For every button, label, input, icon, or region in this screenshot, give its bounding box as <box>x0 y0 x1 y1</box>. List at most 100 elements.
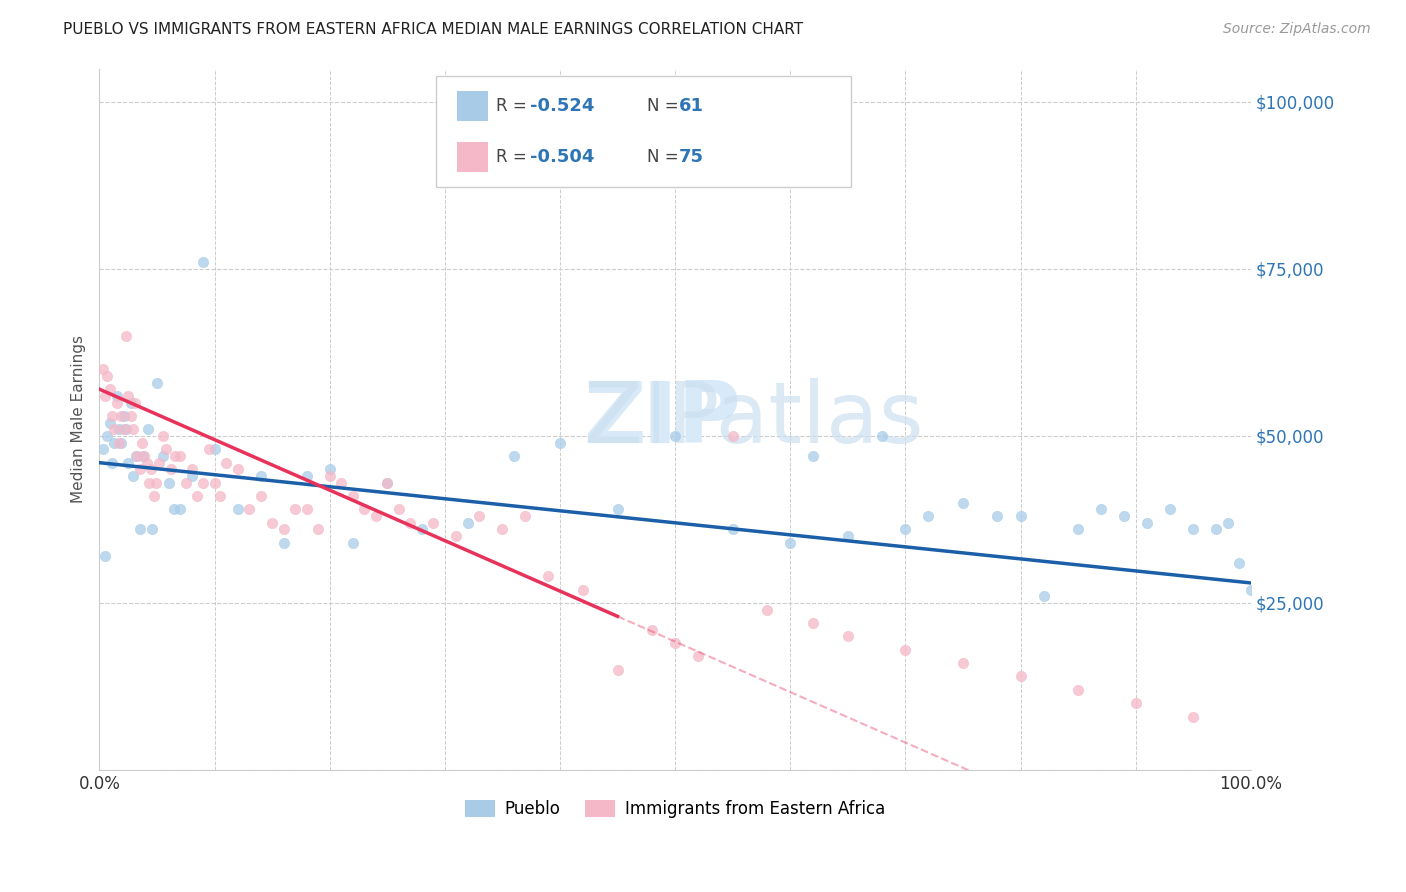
Point <box>117 456 139 470</box>
Point <box>801 449 824 463</box>
Point <box>353 502 375 516</box>
Point <box>1067 682 1090 697</box>
Point <box>110 435 132 450</box>
Point <box>342 489 364 503</box>
Point <box>375 475 398 490</box>
Point <box>1136 516 1159 530</box>
Point <box>112 409 135 423</box>
Point <box>169 449 191 463</box>
Point <box>204 442 226 457</box>
Point <box>664 636 686 650</box>
Point <box>138 475 160 490</box>
Point <box>155 442 177 457</box>
Text: PUEBLO VS IMMIGRANTS FROM EASTERN AFRICA MEDIAN MALE EARNINGS CORRELATION CHART: PUEBLO VS IMMIGRANTS FROM EASTERN AFRICA… <box>63 22 803 37</box>
Point <box>721 523 744 537</box>
Point <box>721 429 744 443</box>
Point <box>1067 523 1090 537</box>
Point <box>131 435 153 450</box>
Point <box>1010 509 1032 524</box>
Point <box>169 502 191 516</box>
Point <box>1205 523 1227 537</box>
Point <box>262 516 284 530</box>
Point <box>837 529 859 543</box>
Point <box>103 422 125 436</box>
Point <box>1125 696 1147 710</box>
Point <box>318 462 340 476</box>
Point <box>134 449 156 463</box>
Point <box>142 489 165 503</box>
Point <box>145 475 167 490</box>
Point <box>91 442 114 457</box>
Point <box>318 469 340 483</box>
Point <box>1227 556 1250 570</box>
Point <box>115 328 138 343</box>
Point <box>238 502 260 516</box>
Point <box>664 429 686 443</box>
Point <box>141 462 163 476</box>
Point <box>121 422 143 436</box>
Point <box>120 395 142 409</box>
Text: R =: R = <box>496 97 533 115</box>
Point <box>121 469 143 483</box>
Point <box>1216 516 1239 530</box>
Text: R =: R = <box>496 148 533 166</box>
Point <box>165 449 187 463</box>
Point <box>157 475 180 490</box>
Point <box>375 475 398 490</box>
Point <box>98 416 121 430</box>
Point <box>96 368 118 383</box>
Point <box>399 516 422 530</box>
Point <box>135 456 157 470</box>
Point <box>128 462 150 476</box>
Point <box>125 449 148 463</box>
Point <box>894 523 917 537</box>
Point <box>688 649 710 664</box>
Point <box>180 469 202 483</box>
Point <box>1182 523 1205 537</box>
Point <box>411 523 433 537</box>
Point <box>127 449 149 463</box>
Text: ZIP: ZIP <box>583 377 741 461</box>
Point <box>108 435 131 450</box>
Point <box>606 663 628 677</box>
Point <box>163 502 186 516</box>
Point <box>141 523 163 537</box>
Point <box>115 422 138 436</box>
Text: N =: N = <box>647 97 683 115</box>
Point <box>548 435 571 450</box>
Point <box>330 475 353 490</box>
Point <box>388 502 411 516</box>
Point <box>422 516 444 530</box>
Point <box>364 509 387 524</box>
Text: -0.504: -0.504 <box>530 148 595 166</box>
Point <box>952 496 974 510</box>
Point <box>457 516 479 530</box>
Point <box>1114 509 1136 524</box>
Point <box>174 475 197 490</box>
Point <box>146 376 169 390</box>
Point <box>295 502 318 516</box>
Point <box>110 409 132 423</box>
Text: ZIPatlas: ZIPatlas <box>583 377 924 461</box>
Point <box>1010 669 1032 683</box>
Point <box>1182 709 1205 723</box>
Point <box>491 523 513 537</box>
Point <box>215 456 238 470</box>
Point <box>295 469 318 483</box>
Point <box>952 656 974 670</box>
Point <box>152 429 174 443</box>
Point <box>1090 502 1112 516</box>
Point <box>191 475 214 490</box>
Point <box>872 429 894 443</box>
Point <box>986 509 1008 524</box>
Point <box>148 456 170 470</box>
Point <box>204 475 226 490</box>
Point <box>572 582 595 597</box>
Point <box>186 489 208 503</box>
Point <box>515 509 537 524</box>
Point <box>226 462 249 476</box>
Point <box>105 389 128 403</box>
Point <box>91 362 114 376</box>
Point <box>446 529 468 543</box>
Text: 75: 75 <box>679 148 704 166</box>
